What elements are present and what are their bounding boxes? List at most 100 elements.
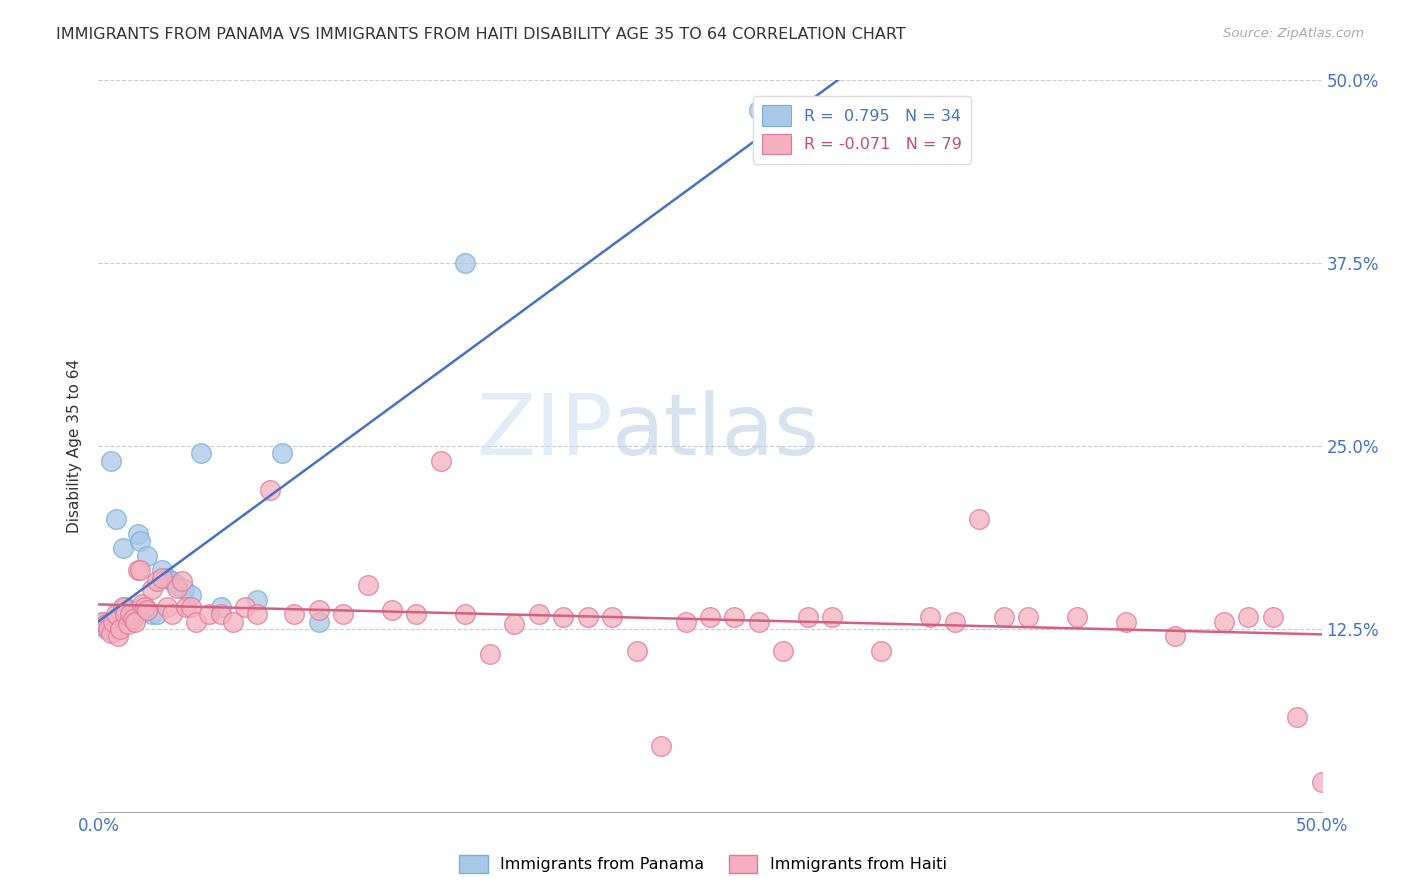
Text: Source: ZipAtlas.com: Source: ZipAtlas.com	[1223, 27, 1364, 40]
Point	[308, 615, 330, 629]
Point	[222, 615, 245, 629]
Point	[600, 610, 623, 624]
Point	[104, 607, 127, 622]
Point	[650, 739, 672, 753]
Point	[821, 610, 844, 624]
Point	[503, 617, 526, 632]
Point	[190, 446, 212, 460]
Point	[967, 512, 990, 526]
Point	[134, 599, 156, 614]
Point	[176, 599, 198, 614]
Point	[146, 574, 169, 588]
Point	[1066, 610, 1088, 624]
Point	[101, 615, 124, 629]
Point	[405, 607, 427, 622]
Point	[114, 599, 136, 614]
Point	[1334, 610, 1357, 624]
Point	[101, 615, 124, 629]
Text: IMMIGRANTS FROM PANAMA VS IMMIGRANTS FROM HAITI DISABILITY AGE 35 TO 64 CORRELAT: IMMIGRANTS FROM PANAMA VS IMMIGRANTS FRO…	[56, 27, 905, 42]
Point	[104, 512, 127, 526]
Point	[920, 610, 942, 624]
Point	[283, 607, 305, 622]
Point	[117, 607, 139, 622]
Point	[1310, 775, 1333, 789]
Point	[107, 610, 129, 624]
Point	[141, 582, 163, 597]
Point	[91, 615, 114, 629]
Point	[246, 592, 269, 607]
Point	[308, 603, 330, 617]
Legend: R =  0.795   N = 34, R = -0.071   N = 79: R = 0.795 N = 34, R = -0.071 N = 79	[752, 95, 972, 164]
Point	[270, 446, 294, 460]
Point	[111, 541, 134, 556]
Point	[197, 607, 219, 622]
Point	[160, 607, 183, 622]
Point	[110, 622, 132, 636]
Point	[127, 526, 149, 541]
Point	[626, 644, 648, 658]
Point	[120, 607, 142, 622]
Point	[246, 607, 269, 622]
Point	[1237, 610, 1260, 624]
Point	[173, 582, 195, 597]
Point	[94, 622, 117, 636]
Point	[454, 607, 477, 622]
Point	[723, 610, 745, 624]
Point	[146, 607, 169, 622]
Point	[233, 599, 256, 614]
Point	[131, 597, 153, 611]
Point	[1261, 610, 1284, 624]
Point	[111, 599, 134, 614]
Point	[553, 610, 575, 624]
Point	[478, 647, 501, 661]
Point	[1115, 615, 1137, 629]
Point	[576, 610, 599, 624]
Point	[131, 599, 153, 614]
Point	[121, 612, 143, 626]
Point	[993, 610, 1015, 624]
Y-axis label: Disability Age 35 to 64: Disability Age 35 to 64	[67, 359, 83, 533]
Point	[180, 588, 202, 602]
Point	[120, 603, 142, 617]
Point	[156, 571, 179, 585]
Point	[114, 607, 136, 622]
Point	[430, 453, 453, 467]
Point	[748, 615, 770, 629]
Point	[748, 103, 770, 117]
Point	[100, 453, 122, 467]
Point	[156, 599, 179, 614]
Point	[797, 610, 820, 624]
Point	[209, 607, 232, 622]
Point	[136, 603, 159, 617]
Point	[136, 549, 159, 563]
Point	[94, 617, 117, 632]
Point	[186, 615, 208, 629]
Point	[1017, 610, 1039, 624]
Point	[129, 563, 152, 577]
Point	[107, 629, 129, 643]
Point	[356, 578, 378, 592]
Point	[91, 615, 114, 629]
Point	[124, 607, 146, 622]
Point	[160, 574, 183, 588]
Point	[110, 607, 132, 622]
Point	[117, 617, 139, 632]
Point	[170, 574, 193, 588]
Point	[166, 578, 188, 592]
Point	[527, 607, 550, 622]
Point	[121, 612, 143, 626]
Text: atlas: atlas	[612, 390, 820, 473]
Point	[772, 644, 794, 658]
Point	[870, 644, 893, 658]
Point	[100, 626, 122, 640]
Point	[134, 604, 156, 618]
Point	[699, 610, 721, 624]
Point	[943, 615, 966, 629]
Point	[1212, 615, 1234, 629]
Point	[129, 534, 152, 549]
Point	[209, 599, 232, 614]
Point	[124, 615, 146, 629]
Point	[454, 256, 477, 270]
Point	[675, 615, 697, 629]
Legend: Immigrants from Panama, Immigrants from Haiti: Immigrants from Panama, Immigrants from …	[453, 848, 953, 880]
